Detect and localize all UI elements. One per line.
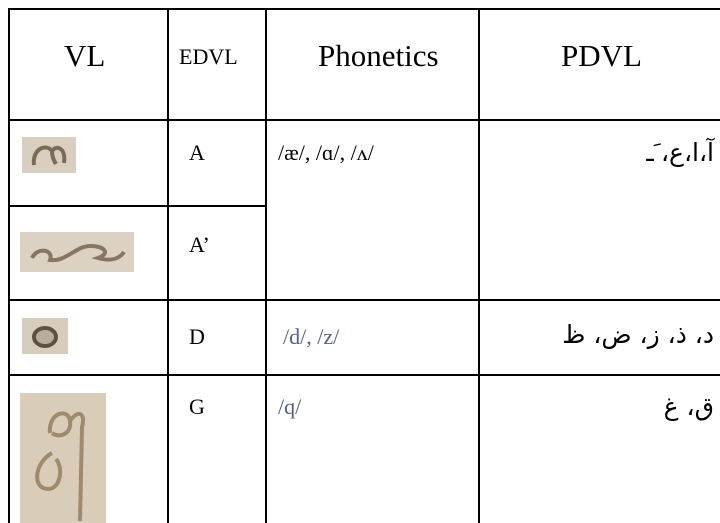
vl-glyph (20, 232, 134, 272)
edvl-cell: A (189, 140, 205, 165)
vl-glyph (22, 318, 68, 354)
header-cell: Phonetics (318, 38, 439, 73)
row-rule (8, 374, 720, 376)
column-rule (478, 8, 480, 523)
row-rule (8, 299, 720, 301)
column-rule (265, 8, 267, 523)
edvl-cell: G (189, 394, 205, 419)
phonetics-cell: /q/ (278, 394, 302, 419)
pdvl-cell: ق، غ (663, 392, 714, 421)
phonetics-cell: /d/, /z/ (283, 324, 340, 349)
row-rule (8, 119, 720, 121)
edvl-cell: A’ (189, 232, 210, 257)
edvl-cell: D (189, 324, 205, 349)
column-rule (167, 8, 169, 523)
vl-glyph (20, 393, 106, 523)
header-cell: EDVL (179, 44, 238, 69)
phonetics-cell: /æ/, /ɑ/, /ʌ/ (278, 140, 374, 165)
header-cell: PDVL (561, 38, 642, 73)
table-frame (8, 8, 720, 523)
pdvl-cell: آ،ا،ع، َـ (646, 138, 714, 167)
row-rule (8, 205, 267, 207)
header-cell: VL (64, 38, 106, 73)
pdvl-cell: د، ذ، ز، ض، ظ (562, 320, 714, 349)
vl-glyph (22, 137, 76, 173)
